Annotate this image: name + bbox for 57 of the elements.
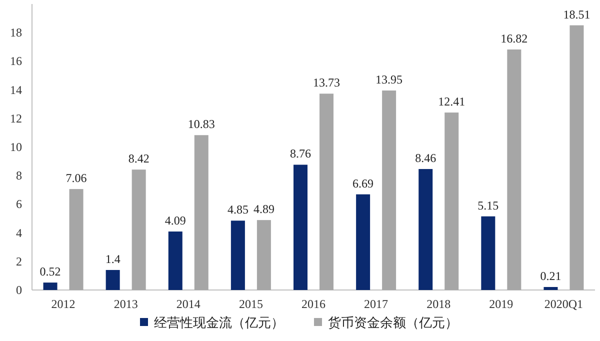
- y-tick-label: 16: [10, 54, 22, 68]
- bar: [570, 25, 584, 290]
- data-label: 6.69: [352, 176, 374, 190]
- y-tick-label: 0: [16, 283, 22, 297]
- data-label: 5.15: [478, 198, 499, 212]
- y-tick-label: 8: [16, 168, 22, 183]
- data-label: 4.85: [227, 202, 248, 217]
- legend-label: 经营性现金流（亿元）: [154, 315, 284, 330]
- data-label: 4.09: [164, 214, 186, 228]
- legend-label: 货币资金余额（亿元）: [328, 315, 458, 330]
- bar: [43, 282, 58, 290]
- x-tick-label: 2017: [364, 297, 388, 311]
- data-label: 4.89: [253, 202, 274, 216]
- y-tick-label: 6: [16, 197, 22, 212]
- bar: [481, 216, 496, 290]
- data-label: 7.06: [66, 171, 87, 186]
- x-tick-label: 2016: [302, 297, 326, 311]
- y-tick-label: 2: [16, 254, 22, 268]
- bar: [418, 169, 433, 290]
- x-tick-label: 2015: [238, 297, 263, 311]
- y-tick-label: 12: [10, 111, 22, 126]
- data-label: 12.41: [438, 94, 466, 109]
- data-label: 1.4: [105, 252, 120, 266]
- bar: [230, 220, 245, 290]
- y-tick-label: 18: [10, 26, 22, 40]
- data-label: 8.42: [128, 152, 150, 166]
- bar: [320, 94, 334, 290]
- bar: [168, 232, 182, 290]
- data-label: 13.73: [313, 76, 340, 90]
- data-label: 13.95: [376, 72, 403, 87]
- x-tick-label: 2020Q1: [544, 297, 584, 311]
- data-label: 8.76: [290, 146, 311, 161]
- bar: [544, 286, 558, 290]
- x-tick-label: 2014: [176, 297, 200, 311]
- bar: [69, 189, 84, 290]
- bar: [444, 112, 459, 290]
- bar: [194, 135, 208, 290]
- y-tick-label: 10: [10, 140, 22, 154]
- bar: [356, 194, 370, 290]
- bar: [294, 164, 308, 290]
- data-label: 16.82: [500, 31, 528, 46]
- bar: [507, 49, 522, 290]
- bar: [106, 270, 120, 290]
- x-tick-label: 2012: [51, 297, 76, 311]
- y-tick-label: 4: [16, 226, 22, 240]
- data-label: 10.83: [188, 117, 215, 132]
- x-tick-label: 2013: [114, 297, 138, 311]
- data-label: 0.52: [40, 264, 61, 279]
- data-label: 0.21: [540, 268, 562, 283]
- x-tick-label: 2018: [426, 297, 451, 311]
- bar: [132, 170, 146, 290]
- bar: [256, 220, 271, 290]
- data-label: 18.51: [563, 7, 590, 22]
- x-tick-label: 2019: [489, 297, 514, 311]
- bar: [382, 90, 396, 290]
- data-label: 8.46: [415, 151, 436, 166]
- y-tick-label: 14: [10, 82, 22, 97]
